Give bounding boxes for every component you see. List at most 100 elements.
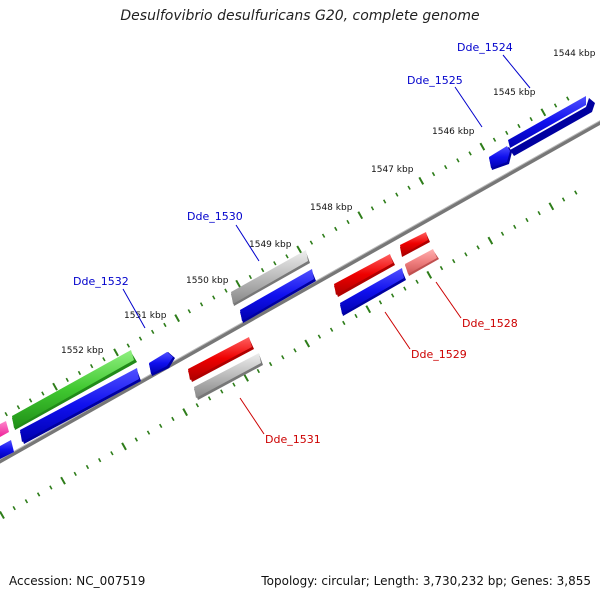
tick-mark (281, 355, 285, 360)
scale-label: 1548 kbp (310, 203, 353, 213)
tick-mark (146, 430, 151, 435)
tick-mark (16, 405, 21, 410)
tick-mark (28, 398, 33, 403)
scale-label: 1552 kbp (61, 346, 104, 356)
scale-label: 1545 kbp (493, 88, 536, 98)
tick-mark (293, 348, 297, 353)
gene-grey-feature-2[interactable] (194, 353, 263, 400)
gene-label-dde-1525[interactable]: Dde_1525 (407, 74, 463, 87)
tick-mark (113, 348, 119, 357)
tick-mark (346, 219, 350, 225)
tick-mark (256, 368, 261, 374)
gene-dde-1524-feature[interactable] (508, 96, 595, 156)
tick-mark (513, 224, 517, 229)
gene-dde-1529-feature[interactable] (334, 254, 395, 297)
gene-dde-1525-feature[interactable] (489, 146, 512, 170)
gene-dde-1531-feature[interactable] (188, 337, 254, 382)
gene-pink-feature[interactable] (405, 249, 439, 276)
gene-dde-1530-feature[interactable] (240, 269, 316, 323)
tick-mark (36, 492, 41, 497)
scale-label: 1544 kbp (553, 49, 596, 59)
gene-dde-1524-leader (502, 54, 531, 89)
tick-mark (431, 171, 436, 177)
gene-dde-1528-feature[interactable] (400, 232, 430, 257)
tick-mark (464, 252, 468, 257)
gene-dde-1528-leader (435, 281, 462, 319)
map-title: Desulfovibrio desulfuricans G20, complet… (120, 8, 480, 24)
tick-mark (505, 130, 509, 135)
tick-mark (407, 185, 411, 190)
tick-mark (334, 226, 338, 232)
gene-blue-feature-reverse[interactable] (340, 268, 406, 316)
tick-mark (548, 202, 555, 211)
tick-mark (235, 279, 241, 288)
gene-blue-feature-left[interactable] (20, 368, 141, 444)
tick-mark (41, 391, 45, 396)
gene-blue-feature-edge[interactable] (0, 440, 14, 459)
tick-mark (357, 211, 364, 220)
tick-mark (199, 302, 204, 307)
tick-mark (174, 314, 180, 323)
tick-mark (517, 123, 521, 129)
tick-mark (525, 217, 529, 223)
gene-label-dde-1532[interactable]: Dde_1532 (73, 275, 129, 288)
scale-label: 1551 kbp (124, 311, 167, 321)
tick-mark (452, 259, 456, 264)
gene-magenta-feature[interactable] (0, 421, 9, 437)
tick-mark (390, 293, 395, 298)
tick-mark (4, 412, 8, 417)
tick-mark (566, 96, 570, 101)
tick-mark (540, 108, 547, 117)
tick-mark (403, 286, 407, 291)
gene-green-feature[interactable] (12, 350, 137, 430)
tick-mark (260, 267, 265, 273)
gene-label-dde-1530[interactable]: Dde_1530 (187, 210, 243, 223)
tick-mark (134, 437, 138, 442)
gene-dde-1529-leader (384, 311, 411, 350)
inner-tick-track (0, 190, 578, 519)
outer-tick-track (4, 96, 570, 417)
tick-mark (500, 231, 505, 236)
tick-mark (182, 408, 188, 417)
tick-mark (317, 334, 322, 339)
tick-mark (212, 295, 216, 300)
tick-mark (492, 137, 497, 142)
tick-mark (304, 339, 311, 348)
gene-label-dde-1524[interactable]: Dde_1524 (457, 41, 513, 54)
gene-label-dde-1529[interactable]: Dde_1529 (411, 348, 467, 361)
tick-mark (487, 236, 494, 245)
tick-mark (232, 382, 236, 387)
gene-dde-1530-leader (235, 224, 260, 262)
tick-mark (529, 117, 533, 122)
tick-mark (553, 103, 558, 108)
genome-stats-text: Topology: circular; Length: 3,730,232 bp… (261, 574, 591, 588)
tick-mark (102, 357, 106, 362)
tick-mark (159, 423, 163, 428)
tick-mark (309, 240, 314, 245)
tick-mark (561, 197, 566, 202)
scale-label: 1546 kbp (432, 127, 475, 137)
tick-mark (89, 364, 94, 369)
tick-mark (243, 373, 249, 382)
tick-mark (24, 499, 29, 504)
gene-label-dde-1528[interactable]: Dde_1528 (462, 317, 518, 330)
tick-mark (574, 190, 578, 195)
tick-mark (268, 361, 273, 367)
tick-mark (224, 288, 228, 293)
scale-label: 1550 kbp (186, 276, 229, 286)
tick-mark (426, 270, 433, 279)
genome-backbone (0, 120, 600, 464)
gene-grey-feature-1[interactable] (231, 250, 310, 306)
tick-mark (479, 142, 486, 151)
gene-dde-1532-leader (122, 288, 146, 329)
tick-mark (52, 382, 58, 391)
tick-mark (285, 254, 289, 259)
tick-mark (110, 451, 114, 456)
gene-dde-1532-feature[interactable] (149, 352, 175, 376)
tick-mark (207, 396, 212, 401)
gene-label-dde-1531[interactable]: Dde_1531 (265, 433, 321, 446)
tick-mark (49, 485, 53, 490)
tick-mark (220, 389, 224, 394)
tick-mark (354, 313, 358, 319)
